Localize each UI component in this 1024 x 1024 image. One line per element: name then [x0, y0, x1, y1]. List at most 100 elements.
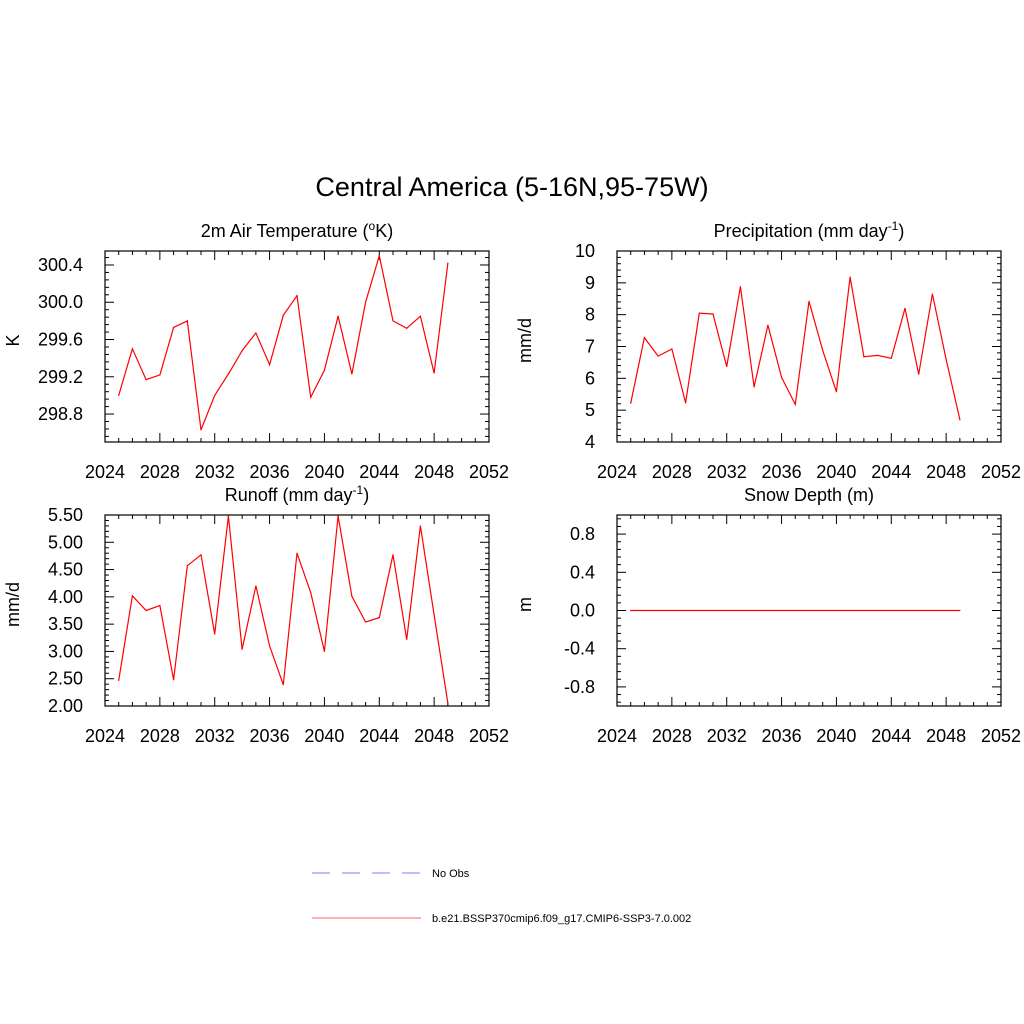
- data-point: [419, 525, 422, 527]
- y-tick-label: 5.50: [48, 505, 83, 525]
- data-point: [863, 356, 865, 358]
- data-point: [876, 354, 879, 357]
- data-point: [712, 609, 714, 612]
- data-point: [698, 312, 700, 314]
- chart-panels: 2m Air Temperature (oK) K 2024 2028 2032 2036…: [3, 219, 1021, 746]
- data-point: [945, 358, 947, 360]
- y-tick-label: 4.00: [48, 587, 83, 607]
- y-tick-label: 4.50: [48, 560, 83, 580]
- data-point: [145, 609, 147, 612]
- data-point: [780, 376, 783, 378]
- data-point: [630, 609, 632, 612]
- y-axis-label: m: [515, 597, 535, 612]
- y-tick-label: 0.8: [570, 524, 595, 544]
- data-point: [835, 609, 838, 612]
- x-tick-label: 2044: [359, 726, 399, 746]
- x-tick-label: 2036: [250, 726, 290, 746]
- x-tick-label: 2024: [597, 462, 637, 482]
- data-point: [172, 326, 175, 328]
- data-point: [200, 429, 202, 431]
- chart-panel-3: Runoff (mm day-1) mm/d 2024 2028 2032 2036 204…: [3, 483, 509, 746]
- data-point: [931, 609, 934, 612]
- x-tick-label: 2044: [871, 462, 911, 482]
- data-point: [392, 320, 394, 322]
- data-point: [241, 350, 243, 352]
- data-point: [835, 391, 838, 393]
- data-point: [364, 621, 367, 623]
- plot-frame: [104, 250, 490, 443]
- data-point: [310, 396, 312, 398]
- data-point: [794, 403, 796, 406]
- y-axis-label: mm/d: [3, 582, 23, 627]
- data-point: [378, 255, 380, 257]
- chart-panel-4: Snow Depth (m) m 2024 2028 2032 2036 2040 2044 2…: [515, 485, 1021, 746]
- data-point: [808, 300, 810, 302]
- data-point: [712, 313, 714, 315]
- data-point: [200, 554, 202, 556]
- data-point: [726, 365, 728, 368]
- data-point: [684, 402, 687, 404]
- figure-title: Central America (5-16N,95-75W): [315, 172, 708, 202]
- data-point: [159, 604, 161, 607]
- data-point: [822, 609, 824, 612]
- data-point: [931, 293, 934, 295]
- data-point: [282, 684, 284, 686]
- y-tick-label: 4: [585, 432, 595, 452]
- data-point: [959, 419, 961, 421]
- y-tick-label: 0.0: [570, 601, 595, 621]
- data-point: [186, 565, 188, 567]
- data-point: [255, 585, 257, 587]
- x-tick-label: 2040: [816, 726, 856, 746]
- data-point: [671, 609, 673, 612]
- y-tick-label: 0.4: [570, 562, 595, 582]
- panel-title: 2m Air Temperature (oK): [201, 219, 393, 241]
- data-point: [282, 314, 284, 316]
- data-point: [131, 595, 134, 597]
- data-point: [794, 609, 796, 612]
- x-tick-label: 2052: [981, 462, 1021, 482]
- data-point: [172, 679, 175, 681]
- data-point: [822, 349, 824, 351]
- plot-frame: [104, 514, 490, 707]
- legend: No Obs b.e21.BSSP370cmip6.f09_g17.CMIP6-S…: [312, 868, 691, 925]
- data-point: [671, 348, 673, 350]
- data-point: [849, 609, 851, 612]
- y-tick-label: 5.00: [48, 532, 83, 552]
- data-point: [849, 276, 851, 278]
- data-point: [145, 378, 147, 381]
- x-tick-label: 2048: [926, 462, 966, 482]
- data-point: [406, 638, 408, 641]
- data-point: [753, 609, 755, 612]
- data-point: [447, 262, 449, 264]
- y-tick-label: 299.2: [38, 367, 83, 387]
- y-tick-label: 10: [575, 241, 595, 261]
- x-tick-label: 2044: [871, 726, 911, 746]
- data-point: [364, 301, 367, 303]
- data-point: [118, 679, 120, 681]
- x-tick-label: 2040: [304, 726, 344, 746]
- x-tick-label: 2052: [469, 462, 509, 482]
- data-point: [268, 645, 271, 647]
- data-point: [726, 609, 728, 612]
- y-tick-label: 9: [585, 273, 595, 293]
- legend-item-1: No Obs: [312, 868, 470, 880]
- data-point: [657, 355, 659, 357]
- y-tick-label: 3.50: [48, 614, 83, 634]
- x-tick-label: 2032: [707, 726, 747, 746]
- data-point: [890, 609, 892, 612]
- data-point: [945, 609, 947, 612]
- x-tick-label: 2024: [85, 462, 125, 482]
- series-line: [118, 515, 449, 704]
- data-point: [918, 373, 920, 375]
- x-tick-label: 2044: [359, 462, 399, 482]
- data-point: [323, 650, 326, 653]
- data-point: [296, 552, 298, 554]
- data-point: [255, 332, 257, 334]
- x-tick-label: 2048: [414, 726, 454, 746]
- x-tick-label: 2028: [652, 462, 692, 482]
- data-point: [863, 609, 865, 612]
- x-tick-label: 2052: [981, 726, 1021, 746]
- data-point: [118, 394, 120, 397]
- panel-title: Precipitation (mm day-1): [714, 219, 905, 241]
- data-point: [904, 307, 906, 309]
